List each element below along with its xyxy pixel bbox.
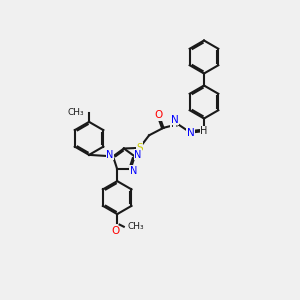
- Text: H: H: [170, 119, 178, 129]
- Text: O: O: [155, 110, 163, 120]
- Text: CH₃: CH₃: [67, 108, 84, 117]
- Text: N: N: [171, 115, 179, 125]
- Text: H: H: [200, 126, 208, 136]
- Text: N: N: [134, 150, 141, 160]
- Text: N: N: [130, 166, 137, 176]
- Text: S: S: [136, 143, 143, 153]
- Text: N: N: [106, 150, 114, 160]
- Text: CH₃: CH₃: [128, 222, 144, 231]
- Text: N: N: [187, 128, 194, 138]
- Text: O: O: [112, 226, 120, 236]
